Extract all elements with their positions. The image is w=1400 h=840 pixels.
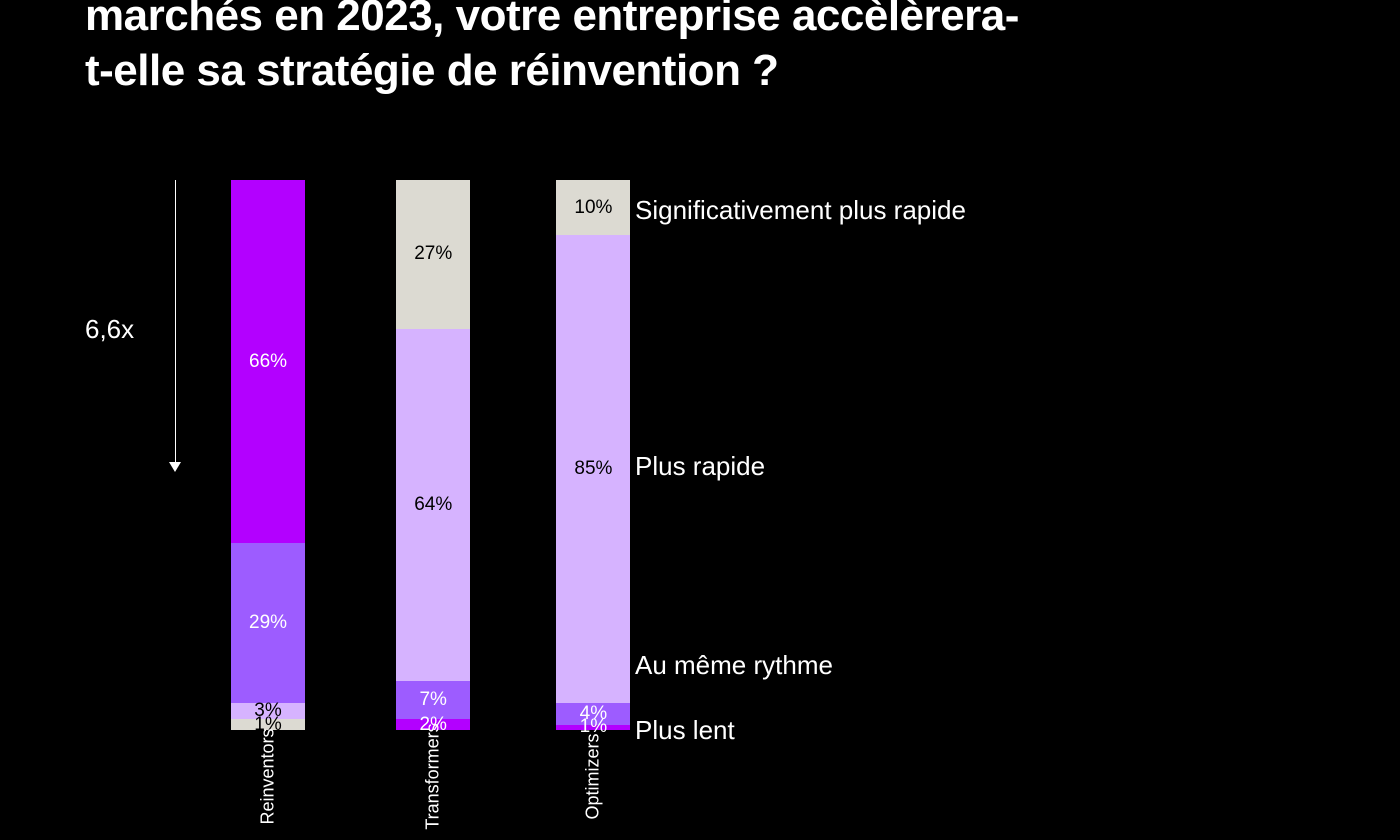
multiplier-callout: 6,6x [85, 180, 215, 480]
bar: 10%85%4%1% [556, 180, 630, 730]
legend-item: Plus rapide [635, 451, 765, 482]
bar-axis-label: Transformers [423, 723, 444, 829]
bar-axis-label: Optimizers [583, 733, 604, 819]
stacked-bar-chart: 6,6x 66%29%3%1%Reinventors 27%64%7%2%Tran… [85, 180, 605, 730]
bar-segment: 1% [556, 725, 630, 731]
bars-container: 66%29%3%1%Reinventors 27%64%7%2%Transform… [220, 180, 636, 730]
bar-segment: 66% [231, 180, 305, 543]
legend-item: Significativement plus rapide [635, 195, 966, 226]
bar-axis-label: Reinventors [258, 728, 279, 824]
multiplier-text: 6,6x [85, 314, 134, 345]
bar-segment: 85% [556, 235, 630, 703]
legend-item: Plus lent [635, 715, 735, 746]
arrow-icon [175, 180, 176, 468]
arrow-head-icon [169, 462, 181, 472]
bar-segment: 10% [556, 180, 630, 235]
bar-column: 10%85%4%1%Optimizers [550, 180, 636, 730]
bar-segment: 64% [396, 329, 470, 681]
bar: 66%29%3%1% [231, 180, 305, 730]
bar-segment: 27% [396, 180, 470, 329]
bar-segment: 29% [231, 543, 305, 703]
bar: 27%64%7%2% [396, 180, 470, 730]
bar-column: 27%64%7%2%Transformers [380, 180, 486, 730]
chart-title: marchés en 2023, votre entreprise accèlè… [85, 0, 1045, 98]
legend-item: Au même rythme [635, 650, 833, 681]
bar-column: 66%29%3%1%Reinventors [220, 180, 316, 730]
